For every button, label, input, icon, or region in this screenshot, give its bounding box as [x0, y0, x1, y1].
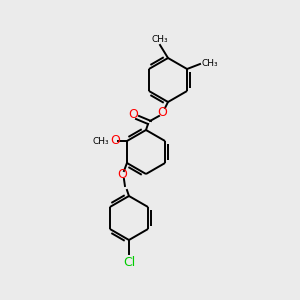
Text: Cl: Cl	[123, 256, 135, 269]
Text: O: O	[157, 106, 167, 118]
Text: O: O	[117, 169, 127, 182]
Text: CH₃: CH₃	[152, 35, 168, 44]
Text: CH₃: CH₃	[93, 136, 109, 146]
Text: O: O	[128, 107, 138, 121]
Text: O: O	[110, 134, 120, 148]
Text: CH₃: CH₃	[201, 59, 218, 68]
